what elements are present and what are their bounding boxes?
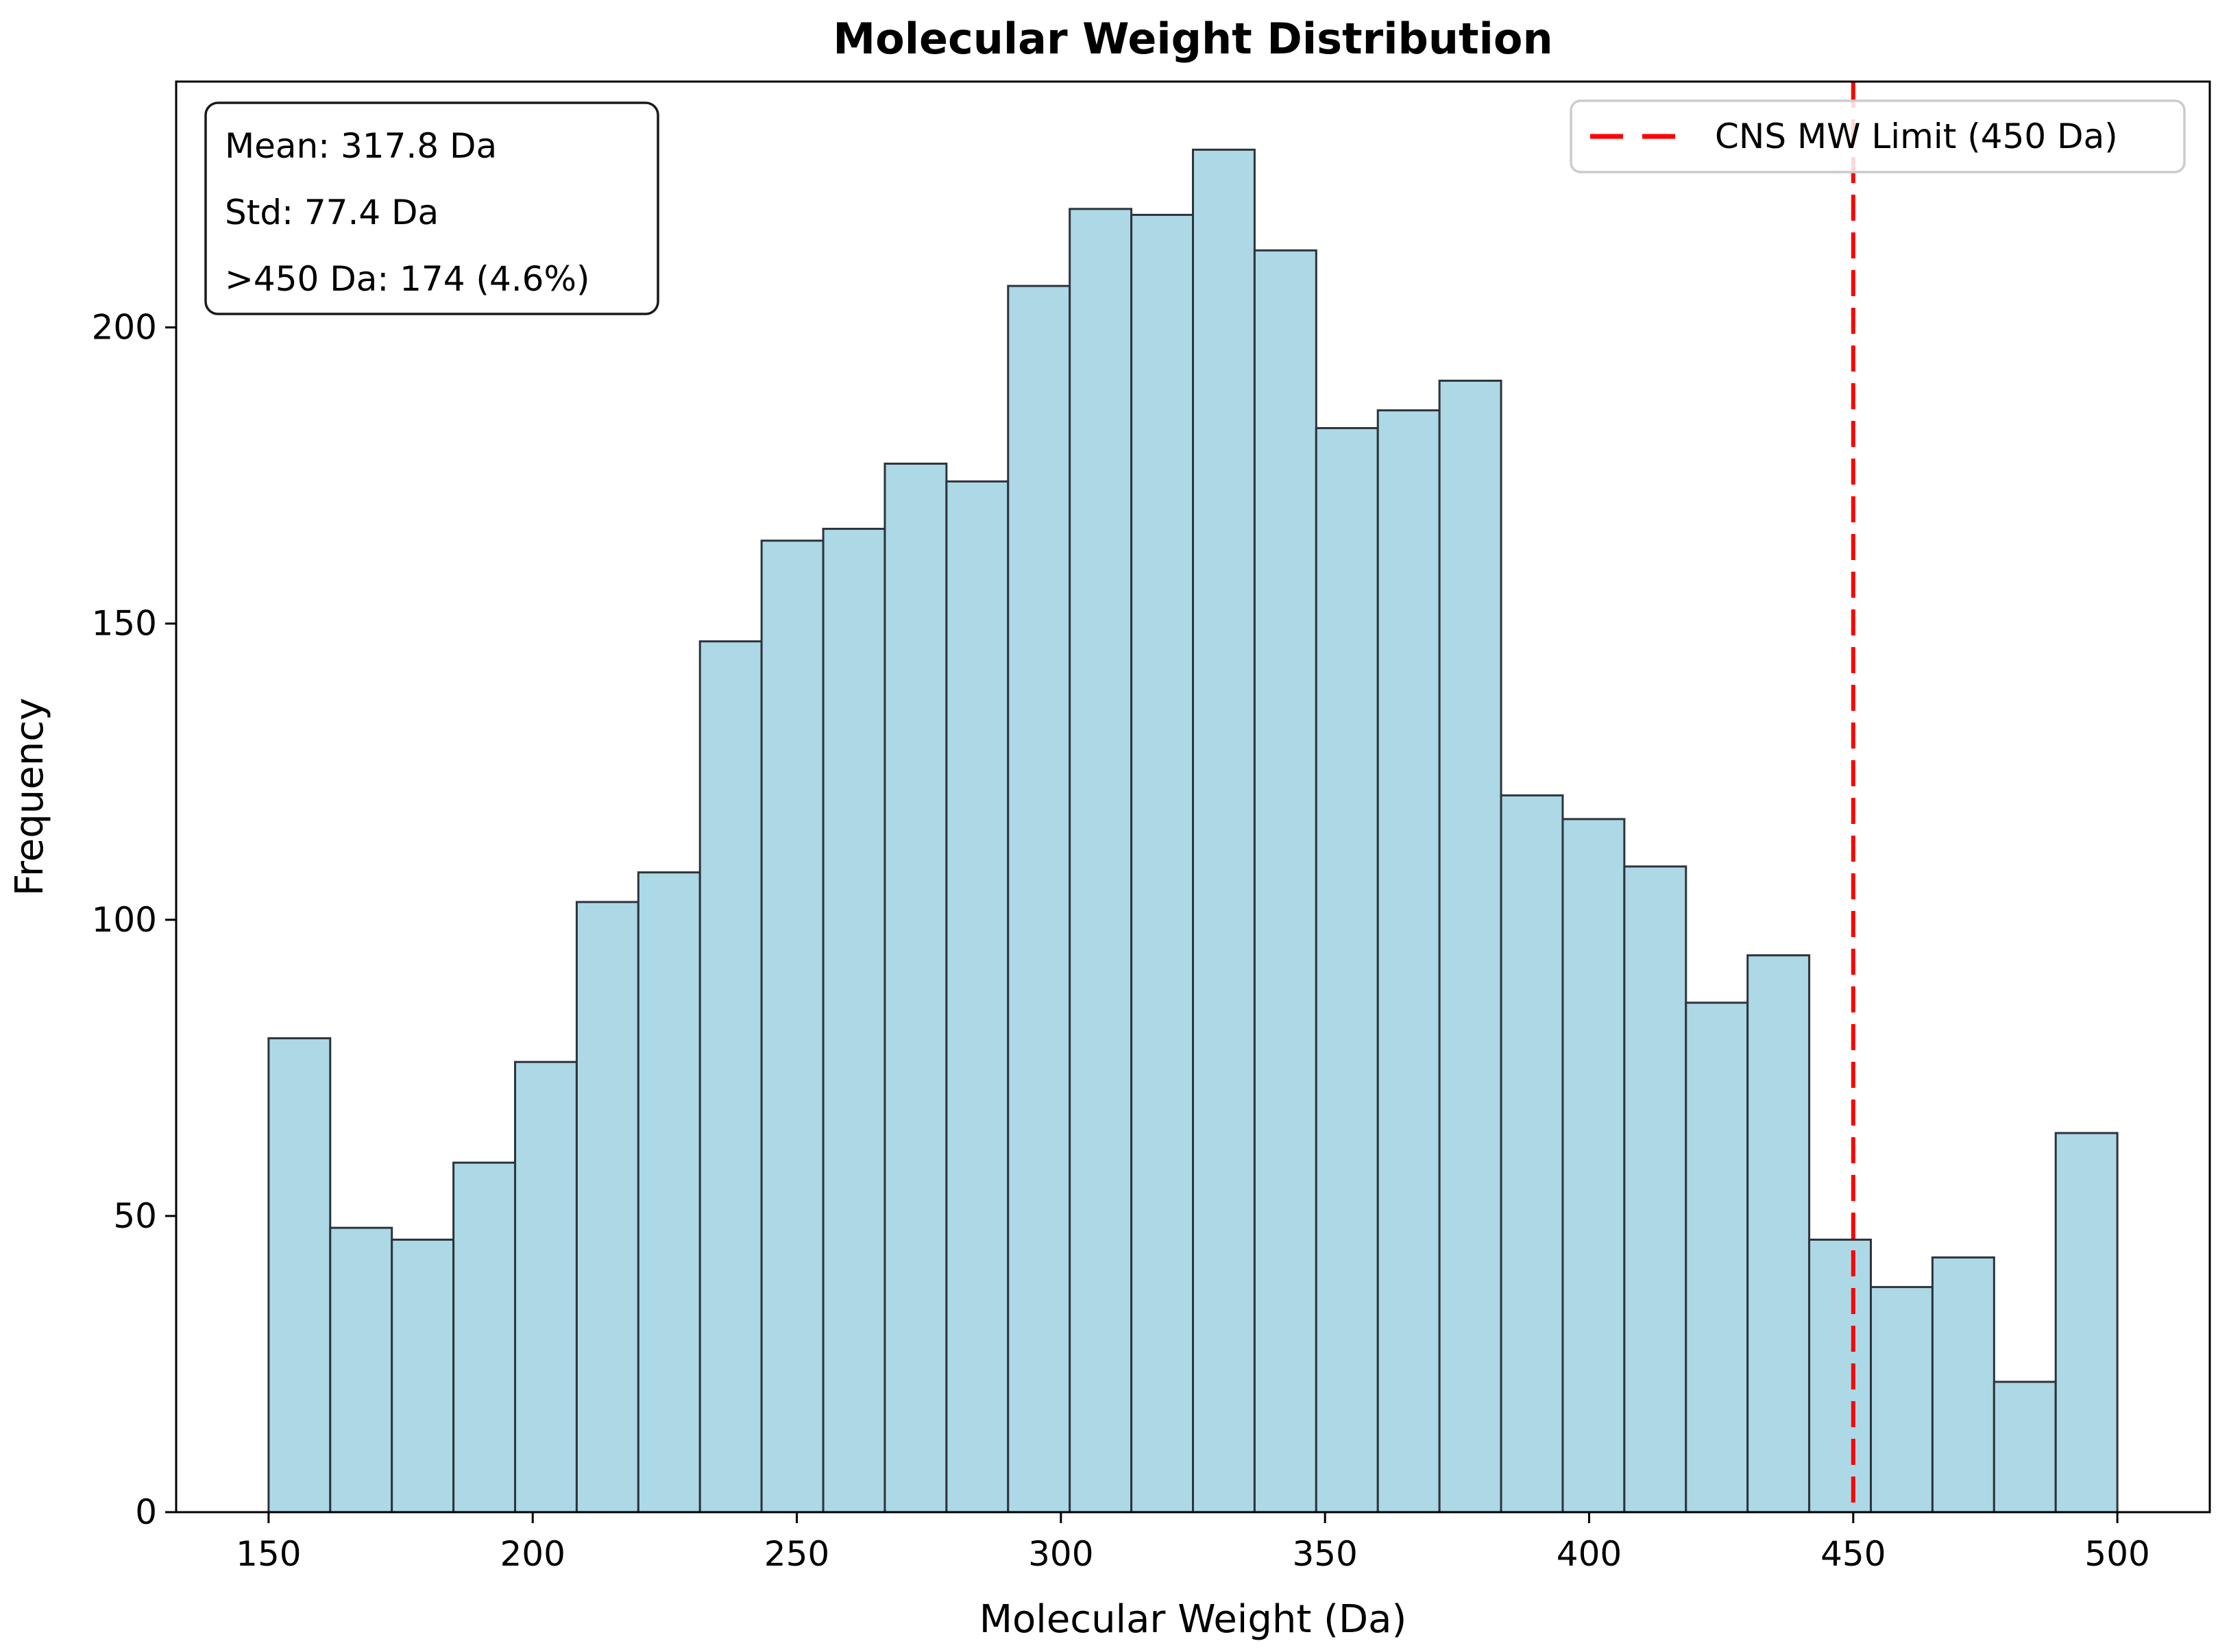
x-axis-label: Molecular Weight (Da): [979, 1597, 1407, 1642]
x-axis-tick-label: 250: [764, 1534, 829, 1574]
y-axis-tick-label: 50: [113, 1196, 157, 1236]
stats-box-line: Mean: 317.8 Da: [225, 126, 497, 166]
histogram-bar: [575, 901, 639, 1514]
x-axis-tick-label: 400: [1557, 1534, 1622, 1574]
histogram-bar: [1870, 1286, 1934, 1514]
x-axis-tick-label: 500: [2084, 1534, 2149, 1574]
plot-border: [175, 80, 2211, 1514]
histogram-bar: [1315, 427, 1379, 1514]
histogram-bar: [452, 1161, 516, 1514]
histogram-bar: [267, 1037, 332, 1514]
histogram-bar: [1623, 865, 1687, 1514]
histogram-bar: [1438, 379, 1502, 1514]
histogram-bar: [1500, 794, 1564, 1514]
histogram-bar: [945, 480, 1010, 1514]
stats-box: [204, 101, 659, 315]
histogram-bar: [1007, 284, 1071, 1514]
histogram-bar: [883, 462, 948, 1514]
histogram-bar: [1376, 409, 1441, 1514]
chart-title: Molecular Weight Distribution: [833, 14, 1552, 64]
legend-box: [1570, 99, 2186, 173]
y-axis-tick-label: 100: [92, 900, 157, 940]
histogram-bar: [2054, 1132, 2119, 1514]
histogram-bar: [1069, 208, 1133, 1514]
histogram-bar: [391, 1238, 455, 1514]
x-axis-tick-label: 450: [1820, 1534, 1886, 1574]
histogram-bar: [1130, 213, 1195, 1514]
histogram-bar: [1561, 818, 1626, 1514]
histogram-bar: [1685, 1001, 1749, 1514]
histogram-bar: [1746, 954, 1811, 1514]
histogram-bar: [637, 871, 701, 1514]
histogram-bar: [1192, 148, 1256, 1514]
histogram-bar: [822, 527, 886, 1514]
histogram-bar: [698, 640, 763, 1514]
y-axis-tick-label: 150: [92, 604, 157, 644]
histogram-bar: [1931, 1256, 1995, 1514]
histogram-bar: [760, 539, 825, 1514]
stats-box-line: >450 Da: 174 (4.6%): [225, 259, 589, 299]
histogram-bar: [514, 1060, 578, 1514]
histogram-bar: [329, 1226, 393, 1514]
x-axis-tick-label: 350: [1292, 1534, 1357, 1574]
y-axis-label: Frequency: [8, 698, 52, 896]
x-axis-tick-label: 300: [1028, 1534, 1093, 1574]
x-axis-tick-label: 200: [500, 1534, 565, 1574]
y-axis-tick-label: 200: [92, 308, 157, 348]
histogram-bar: [1992, 1381, 2057, 1514]
y-axis-tick-label: 0: [135, 1492, 157, 1532]
histogram-bar: [1808, 1238, 1872, 1514]
x-axis-tick-label: 150: [236, 1534, 301, 1574]
histogram-bar: [1253, 249, 1317, 1514]
stats-box-line: Std: 77.4 Da: [225, 193, 439, 232]
legend-label: CNS MW Limit (450 Da): [1715, 117, 2118, 156]
